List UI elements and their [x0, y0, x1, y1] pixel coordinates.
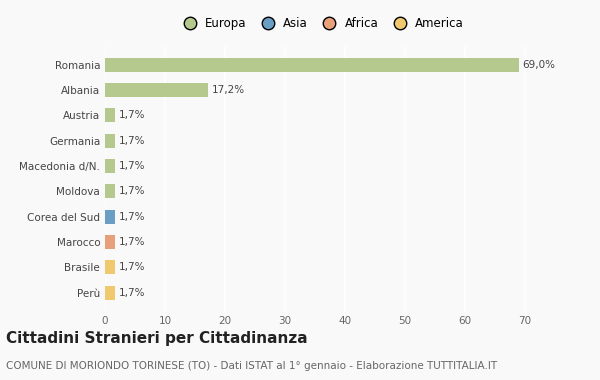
- Bar: [105, 83, 208, 97]
- Text: Cittadini Stranieri per Cittadinanza: Cittadini Stranieri per Cittadinanza: [6, 331, 308, 345]
- Text: 17,2%: 17,2%: [212, 85, 245, 95]
- Text: 1,7%: 1,7%: [119, 212, 145, 222]
- Bar: [105, 58, 519, 71]
- Bar: [105, 260, 115, 274]
- Text: 1,7%: 1,7%: [119, 262, 145, 272]
- Text: 1,7%: 1,7%: [119, 110, 145, 120]
- Text: 1,7%: 1,7%: [119, 136, 145, 146]
- Text: 1,7%: 1,7%: [119, 237, 145, 247]
- Bar: [105, 134, 115, 147]
- Bar: [105, 184, 115, 198]
- Bar: [105, 108, 115, 122]
- Text: COMUNE DI MORIONDO TORINESE (TO) - Dati ISTAT al 1° gennaio - Elaborazione TUTTI: COMUNE DI MORIONDO TORINESE (TO) - Dati …: [6, 361, 497, 371]
- Bar: [105, 210, 115, 223]
- Bar: [105, 159, 115, 173]
- Text: 1,7%: 1,7%: [119, 288, 145, 298]
- Text: 1,7%: 1,7%: [119, 186, 145, 196]
- Bar: [105, 286, 115, 299]
- Bar: [105, 235, 115, 249]
- Legend: Europa, Asia, Africa, America: Europa, Asia, Africa, America: [173, 12, 469, 34]
- Text: 1,7%: 1,7%: [119, 161, 145, 171]
- Text: 69,0%: 69,0%: [523, 60, 556, 70]
